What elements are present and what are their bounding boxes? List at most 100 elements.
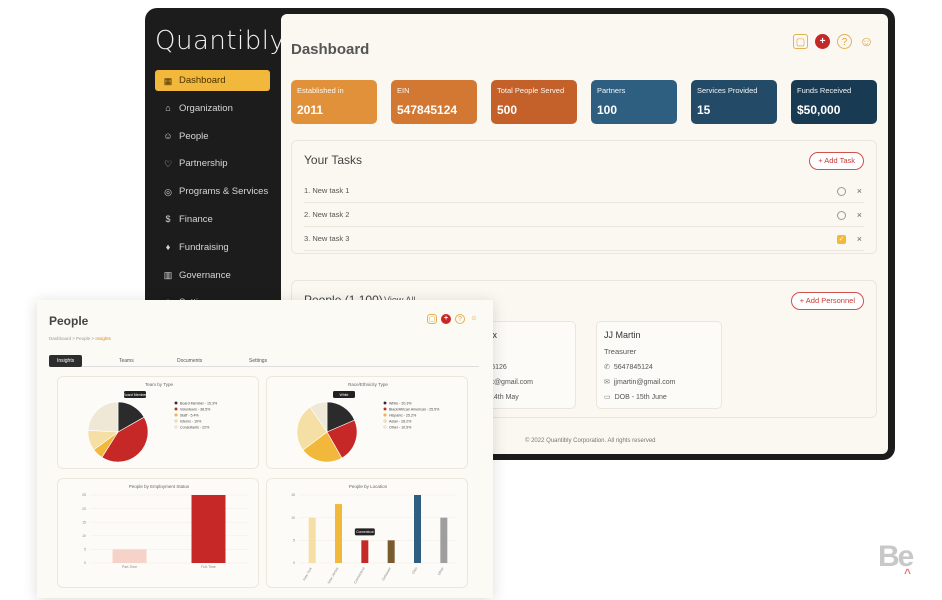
tab-documents[interactable]: Documents bbox=[177, 358, 203, 364]
overlay-header-actions: ▢ + ? ☺ bbox=[427, 314, 479, 324]
tab-settings[interactable]: Settings bbox=[249, 358, 268, 364]
grid-icon: ▦ bbox=[163, 75, 173, 86]
footer-text: © 2022 Quantibly Corporation. All rights… bbox=[525, 438, 656, 444]
bar[interactable] bbox=[440, 517, 448, 563]
add-icon[interactable]: + bbox=[815, 34, 830, 49]
task-row[interactable]: 3. New task 3 ✓ × bbox=[304, 227, 864, 251]
help-icon[interactable]: ? bbox=[455, 314, 465, 324]
governance-icon: ▥ bbox=[163, 270, 173, 281]
stat-value: $50,000 bbox=[797, 103, 841, 117]
sidebar-item-people[interactable]: ☺ People bbox=[155, 126, 270, 147]
handshake-icon: ♡ bbox=[163, 158, 173, 169]
person-name: JJ Martin bbox=[604, 330, 641, 340]
help-icon[interactable]: ? bbox=[837, 34, 852, 49]
task-checkbox[interactable] bbox=[837, 187, 846, 196]
tab-insights[interactable]: Insights bbox=[49, 355, 83, 367]
sidebar-item-governance[interactable]: ▥ Governance bbox=[155, 265, 270, 286]
stat-card[interactable]: EIN 547845124 bbox=[391, 80, 477, 124]
delete-task-icon[interactable]: × bbox=[856, 234, 862, 244]
breadcrumb-insights: Insights bbox=[95, 336, 111, 341]
sidebar-item-partnership[interactable]: ♡ Partnership bbox=[155, 153, 270, 174]
pie-slice[interactable] bbox=[326, 419, 358, 459]
behance-logo-text: Be bbox=[878, 540, 914, 573]
legend-swatch bbox=[174, 419, 178, 423]
stat-card[interactable]: Partners 100 bbox=[591, 80, 677, 124]
pie-slice[interactable] bbox=[296, 406, 328, 451]
x-tick-label: New Jersey bbox=[327, 566, 340, 584]
email-icon: ✉ bbox=[604, 379, 610, 386]
sidebar-item-programs-services[interactable]: ◎ Programs & Services bbox=[155, 181, 270, 202]
tooltip-text: White bbox=[340, 393, 349, 397]
dollar-icon: $ bbox=[165, 214, 171, 225]
add-task-button[interactable]: + Add Task bbox=[809, 152, 864, 170]
stat-card[interactable]: Established in 2011 bbox=[291, 80, 377, 124]
legend-item: Asian - 28.2% bbox=[389, 419, 412, 423]
behance-watermark: Be ^ bbox=[878, 540, 914, 580]
legend-item: Hispanic - 25.2% bbox=[389, 413, 417, 417]
x-tick-label: Other bbox=[437, 566, 445, 576]
task-row[interactable]: 1. New task 1 × bbox=[304, 179, 864, 203]
task-label: 3. New task 3 bbox=[304, 234, 350, 243]
legend-item: Board Member - 15.3% bbox=[180, 401, 218, 405]
bar[interactable] bbox=[308, 517, 316, 563]
person-dob-text: DOB - 15th June bbox=[614, 393, 667, 401]
y-tick-label: 20 bbox=[82, 507, 86, 511]
y-tick-label: 5 bbox=[293, 539, 295, 543]
stat-value: 500 bbox=[497, 103, 518, 117]
user-icon[interactable]: ☺ bbox=[470, 315, 478, 322]
x-tick-label: Part-Time bbox=[122, 565, 137, 569]
person-card[interactable]: JJ Martin Treasurer ✆ 5647845124 ✉ jjmartin@g… bbox=[596, 321, 722, 409]
person-phone-text: 5647845124 bbox=[613, 363, 653, 371]
stat-label: Funds Received bbox=[797, 86, 852, 95]
add-icon[interactable]: + bbox=[441, 314, 451, 324]
sidebar-item-fundraising[interactable]: ♦ Fundraising bbox=[155, 237, 270, 258]
legend-swatch bbox=[383, 425, 387, 429]
notifications-icon[interactable]: ▢ bbox=[427, 314, 437, 324]
stat-card[interactable]: Services Provided 15 bbox=[691, 80, 777, 124]
stat-card[interactable]: Total People Served 500 bbox=[491, 80, 577, 124]
task-checkbox[interactable] bbox=[837, 211, 846, 220]
sidebar-item-label: Programs & Services bbox=[179, 186, 269, 198]
location-card: People by Location 0 5 10 15 New York New Jers… bbox=[266, 478, 468, 588]
chart-title: People by Employment Status bbox=[129, 484, 190, 489]
task-checkbox[interactable]: ✓ bbox=[837, 235, 846, 244]
pie-slice[interactable] bbox=[87, 401, 119, 433]
stat-card[interactable]: Funds Received $50,000 bbox=[791, 80, 877, 124]
pie-slice[interactable] bbox=[302, 431, 343, 463]
sidebar-item-finance[interactable]: $ Finance bbox=[155, 209, 270, 230]
bar[interactable] bbox=[414, 495, 421, 563]
people-icon: ☺ bbox=[163, 131, 173, 142]
legend-item: Interns - 10% bbox=[180, 419, 202, 423]
stat-value: 15 bbox=[697, 103, 711, 117]
breadcrumb-people[interactable]: People bbox=[76, 336, 91, 341]
user-icon[interactable]: ☺ bbox=[859, 33, 874, 49]
pie-slice[interactable] bbox=[101, 416, 149, 463]
tasks-title: Your Tasks bbox=[304, 153, 363, 167]
y-tick-label: 0 bbox=[293, 561, 295, 565]
bar[interactable] bbox=[112, 549, 147, 563]
add-personnel-button[interactable]: + Add Personnel bbox=[790, 292, 864, 310]
app-logo[interactable]: Quantibly bbox=[155, 26, 286, 56]
bar[interactable] bbox=[335, 504, 342, 563]
chart-tooltip: White bbox=[333, 391, 355, 398]
bar[interactable] bbox=[387, 540, 395, 563]
breadcrumb-dashboard[interactable]: Dashboard bbox=[49, 336, 72, 341]
legend-swatch bbox=[383, 419, 387, 423]
legend-item: Consultants - 22% bbox=[180, 425, 210, 429]
page-title: Dashboard bbox=[291, 41, 370, 58]
delete-task-icon[interactable]: × bbox=[856, 210, 862, 220]
behance-chevron-icon: ^ bbox=[904, 566, 911, 580]
delete-task-icon[interactable]: × bbox=[856, 186, 862, 196]
y-tick-label: 10 bbox=[291, 516, 295, 520]
sidebar-item-dashboard[interactable]: ▦ Dashboard bbox=[155, 70, 270, 91]
organization-icon: ⌂ bbox=[165, 103, 171, 114]
chart-title: People by Location bbox=[349, 484, 388, 489]
bar[interactable] bbox=[191, 495, 226, 563]
task-row[interactable]: 2. New task 2 × bbox=[304, 203, 864, 227]
notifications-icon[interactable]: ▢ bbox=[793, 34, 808, 49]
sidebar-item-organization[interactable]: ⌂ Organization bbox=[155, 98, 270, 119]
bar[interactable] bbox=[361, 540, 369, 563]
pie-slice[interactable] bbox=[309, 401, 328, 433]
tab-teams[interactable]: Teams bbox=[119, 358, 134, 364]
y-tick-label: 10 bbox=[82, 534, 86, 538]
